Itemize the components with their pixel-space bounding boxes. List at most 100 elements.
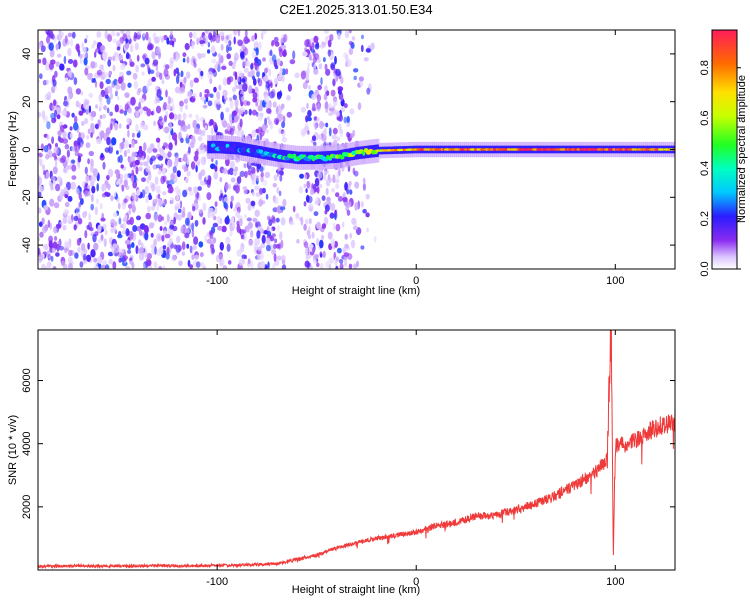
noise-mark	[271, 54, 277, 63]
noise-mark	[91, 194, 94, 203]
noise-mark	[91, 44, 95, 49]
noise-mark	[160, 175, 165, 185]
noise-mark	[80, 243, 86, 251]
noise-mark	[261, 30, 267, 35]
noise-mark	[281, 75, 285, 83]
noise-mark	[41, 217, 45, 225]
noise-mark	[114, 104, 120, 113]
noise-mark	[346, 209, 351, 216]
noise-mark	[210, 45, 216, 54]
noise-mark	[335, 223, 341, 232]
snr-plot: -100 0 100 2000 4000 6000 Height of straight…	[7, 329, 676, 596]
noise-mark	[52, 266, 57, 269]
noise-mark	[193, 155, 199, 162]
noise-mark	[202, 217, 206, 225]
noise-mark	[310, 188, 315, 196]
noise-mark	[169, 60, 173, 69]
noise-mark	[77, 217, 83, 225]
noise-mark	[312, 246, 316, 253]
noise-mark	[360, 201, 364, 208]
noise-mark	[198, 172, 203, 181]
noise-mark	[220, 111, 224, 121]
noise-mark	[71, 112, 75, 118]
noise-mark	[151, 51, 156, 60]
noise-mark	[105, 127, 111, 135]
noise-mark	[220, 43, 224, 51]
noise-mark	[255, 192, 261, 197]
noise-mark	[106, 96, 111, 105]
noise-mark	[237, 30, 241, 37]
noise-mark	[325, 122, 329, 128]
noise-mark	[194, 219, 199, 227]
noise-mark	[159, 72, 163, 81]
noise-mark	[305, 194, 310, 203]
noise-mark	[66, 149, 70, 158]
noise-mark	[214, 64, 218, 71]
noise-mark	[251, 173, 257, 179]
noise-mark	[188, 191, 194, 196]
noise-mark	[157, 193, 161, 199]
noise-mark	[146, 252, 152, 260]
noise-mark	[78, 192, 82, 201]
noise-mark	[243, 67, 249, 73]
noise-mark	[207, 41, 211, 48]
snr-y-label: SNR (10 * v/v)	[7, 415, 19, 485]
noise-mark	[142, 106, 149, 111]
noise-mark	[46, 35, 50, 44]
noise-mark	[300, 216, 304, 226]
noise-mark	[274, 65, 279, 70]
noise-mark	[343, 103, 348, 109]
noise-mark	[353, 170, 359, 177]
noise-mark	[62, 225, 67, 231]
noise-mark	[43, 170, 46, 176]
noise-mark	[278, 170, 284, 176]
noise-mark	[273, 77, 278, 85]
noise-mark	[306, 180, 311, 189]
noise-mark	[222, 89, 228, 97]
noise-mark	[161, 167, 166, 175]
noise-mark	[233, 36, 236, 45]
noise-mark	[306, 116, 312, 122]
noise-mark	[73, 77, 78, 86]
noise-mark	[127, 129, 130, 138]
noise-mark	[157, 155, 164, 161]
noise-mark	[141, 242, 144, 249]
noise-mark	[67, 92, 72, 101]
noise-mark	[200, 96, 206, 101]
noise-mark	[209, 119, 214, 126]
noise-mark	[247, 169, 252, 176]
noise-mark	[332, 78, 336, 87]
noise-mark	[157, 51, 162, 60]
noise-mark	[120, 248, 125, 254]
noise-mark	[199, 144, 204, 151]
noise-mark	[135, 166, 139, 175]
noise-mark	[58, 246, 65, 251]
noise-mark	[119, 109, 124, 114]
noise-mark	[43, 145, 49, 153]
noise-mark	[40, 45, 46, 53]
noise-mark	[319, 43, 325, 49]
noise-mark	[128, 208, 132, 215]
noise-mark	[131, 139, 135, 148]
noise-mark	[256, 70, 260, 78]
noise-mark	[130, 175, 135, 183]
noise-mark	[218, 58, 221, 67]
noise-mark	[238, 108, 242, 116]
noise-mark	[242, 82, 248, 92]
noise-mark	[254, 32, 258, 40]
noise-mark	[343, 252, 350, 257]
noise-mark	[59, 192, 63, 201]
noise-mark	[254, 185, 260, 191]
noise-mark	[166, 248, 169, 257]
noise-mark	[102, 223, 107, 230]
noise-mark	[346, 188, 350, 195]
noise-mark	[95, 104, 99, 109]
noise-mark	[83, 101, 89, 111]
noise-mark	[273, 197, 279, 205]
noise-mark	[156, 203, 160, 212]
noise-mark	[106, 136, 111, 146]
noise-mark	[279, 108, 282, 114]
noise-mark	[93, 78, 96, 83]
noise-mark	[215, 160, 218, 165]
